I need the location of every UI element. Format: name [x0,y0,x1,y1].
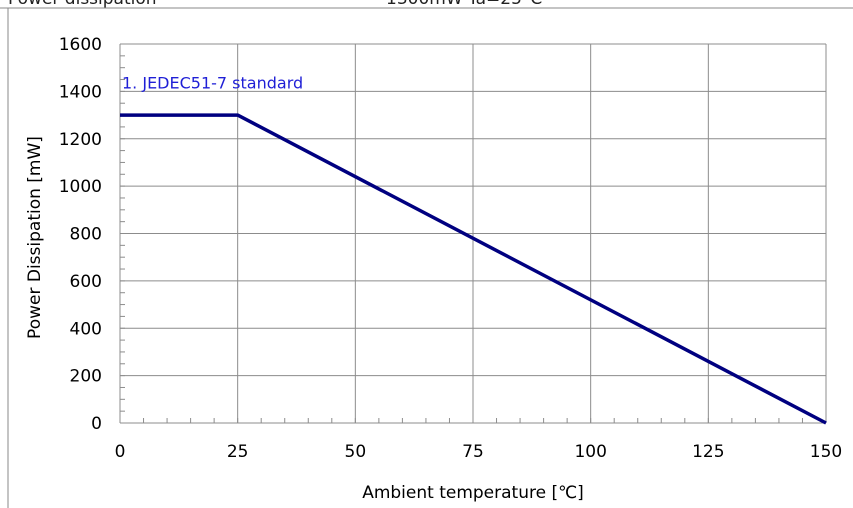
x-tick-label-3: 75 [462,442,484,462]
x-tick-label-2: 50 [345,442,367,462]
y-tick-label-4: 800 [70,225,102,245]
y-tick-label-5: 1000 [59,177,102,197]
x-tick-label-1: 25 [227,442,249,462]
tick-labels: 0 25 50 75 100 125 150 0 200 400 600 800 1000 1200 140… [59,35,842,462]
x-axis-title: Ambient temperature [℃] [362,483,584,503]
y-tick-label-3: 600 [70,272,102,292]
x-tick-label-4: 100 [574,442,606,462]
y-tick-label-7: 1400 [59,82,102,102]
y-axis-title: Power Dissipation [mW] [25,136,45,339]
y-tick-label-0: 0 [91,414,102,434]
y-tick-label-8: 1600 [59,35,102,55]
x-tick-label-5: 125 [692,442,724,462]
x-tick-label-6: 150 [810,442,842,462]
x-tick-label-0: 0 [115,442,126,462]
y-tick-label-2: 400 [70,319,102,339]
y-tick-label-6: 1200 [59,130,102,150]
annotation-label: 1. JEDEC51-7 standard [122,73,303,92]
y-tick-label-1: 200 [70,367,102,387]
